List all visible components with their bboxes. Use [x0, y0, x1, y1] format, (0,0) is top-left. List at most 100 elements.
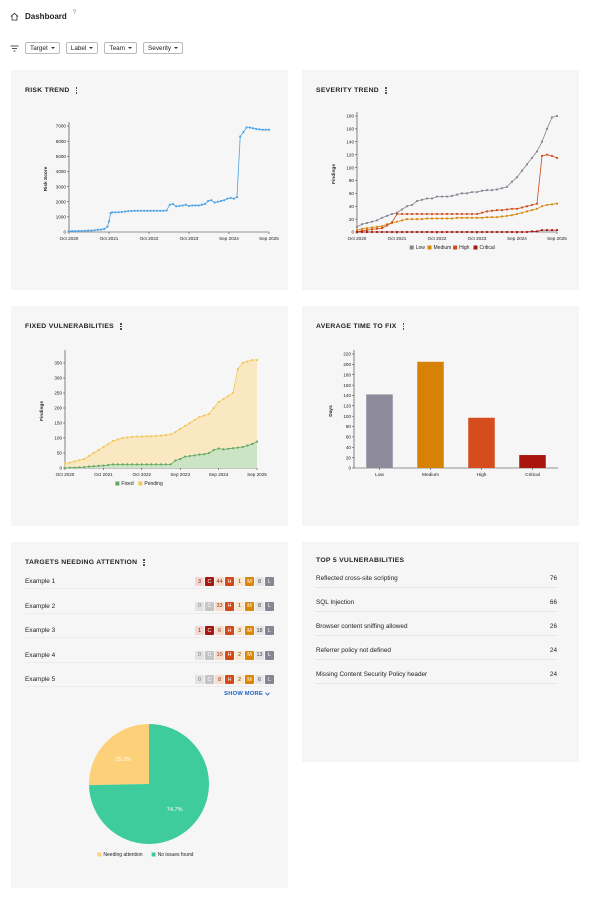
target-name[interactable]: Example 5 [25, 676, 56, 683]
severity-trend-chart: 0 20 40 60 80 100 120 140 160 180 Findings Oct 2020… [331, 112, 567, 251]
severity-series-high-point [450, 212, 454, 216]
severity-series-high-point [510, 207, 514, 210]
vulnerability-name[interactable]: Missing Content Security Policy header [316, 671, 428, 678]
pending-series-point [188, 421, 191, 425]
risk-series-point [200, 203, 203, 206]
pending-series-point [121, 436, 124, 440]
target-name[interactable]: Example 3 [25, 627, 56, 634]
avg-y-tick-label: 200 [343, 362, 351, 367]
risk-series-point [203, 202, 207, 206]
filter-icon[interactable] [10, 45, 19, 52]
risk-series-point [146, 209, 149, 212]
target-filter[interactable]: Target [25, 42, 60, 54]
target-row[interactable]: Example 3 1 C 6 H 3 M 18 L [25, 624, 274, 638]
info-icon[interactable]: ? [72, 10, 77, 16]
more-options-icon[interactable] [120, 323, 122, 330]
target-row[interactable]: Example 2 0 C 33 H 1 M 8 L [25, 600, 274, 614]
severity-series-critical-point [410, 230, 414, 234]
risk-series-point [127, 210, 130, 213]
risk-series-point [171, 202, 175, 206]
filter-bar: Target Label Team Severity [10, 42, 184, 54]
vulnerability-name[interactable]: Referrer policy not defined [316, 647, 391, 654]
risk-series-point [261, 128, 264, 131]
fixed-series-point [116, 463, 119, 466]
chevron-down-icon [89, 47, 94, 49]
vulnerability-row[interactable]: Browser content sniffing allowed 26 [316, 618, 557, 636]
vulnerability-name[interactable]: Browser content sniffing allowed [316, 623, 408, 630]
fixed-series-point [174, 459, 177, 462]
home-icon[interactable] [10, 12, 19, 21]
severity-legend-swatch [473, 245, 478, 250]
severity-y-tick-label: 0 [351, 230, 354, 235]
vulnerability-row[interactable]: Referrer policy not defined 24 [316, 642, 557, 660]
severity-y-tick-label: 120 [346, 152, 354, 157]
risk-series-point [232, 197, 235, 200]
severity-series-medium-point [550, 203, 554, 206]
vulnerability-name[interactable]: SQL Injection [316, 599, 355, 606]
fixed-x-tick-label: Oct 2021 [94, 472, 113, 477]
pending-series-point [78, 459, 81, 462]
team-filter[interactable]: Team [104, 42, 138, 54]
severity-series-high-line [356, 154, 558, 233]
more-options-icon[interactable] [143, 559, 145, 566]
fixed-y-tick-label: 100 [54, 436, 62, 441]
fixed-series-point [246, 444, 249, 447]
risk-series-point [83, 229, 87, 232]
severity-series-medium-point [445, 217, 449, 220]
risk-series-point [155, 209, 159, 212]
risk-series-point [194, 204, 197, 207]
severity-series-high-point [535, 202, 539, 205]
severity-series-critical-point [475, 230, 479, 234]
medium-count: 1 [235, 601, 244, 611]
more-options-icon[interactable] [402, 323, 405, 330]
severity-series-critical-point [405, 230, 409, 234]
pending-series-point [63, 462, 67, 465]
target-name[interactable]: Example 2 [25, 602, 56, 610]
show-more-button[interactable]: SHOW MORE [224, 691, 270, 697]
label-filter[interactable]: Label [65, 42, 99, 54]
target-name[interactable]: Example 4 [25, 651, 56, 659]
vulnerability-count: 26 [549, 623, 557, 630]
average-time-title: AVERAGE TIME TO FIX [316, 323, 405, 330]
risk-series-point [90, 229, 93, 232]
severity-series-high-point [405, 212, 409, 216]
severity-series-low-point [495, 188, 499, 191]
severity-series-high-point [545, 153, 549, 156]
risk-series-point [248, 126, 251, 129]
vulnerability-name[interactable]: Reflected cross-site scripting [316, 575, 398, 582]
severity-series-high-point [500, 208, 504, 212]
risk-x-tick-label: Oct 2021 [100, 236, 119, 241]
medium-count: 1 [235, 577, 244, 586]
risk-series-point [197, 204, 200, 207]
risk-series-point [136, 209, 139, 212]
severity-series-critical-point [355, 230, 359, 234]
target-name[interactable]: Example 1 [25, 578, 56, 585]
target-row[interactable]: Example 4 0 C 10 H 2 M 13 L [25, 649, 274, 663]
avg-x-tick-label: Critical [525, 472, 540, 478]
severity-series-high-point [390, 221, 394, 224]
vulnerability-row[interactable]: Reflected cross-site scripting 76 [316, 570, 557, 588]
avg-y-tick-label: 220 [343, 352, 351, 357]
risk-trend-card: RISK TREND 0 1000 2000 3000 4000 5000 6000 7000… [11, 70, 288, 290]
severity-legend-label: Low [416, 245, 426, 251]
critical-count: 3 [195, 577, 204, 586]
fixed-y-tick-label: 300 [54, 376, 62, 381]
severity-series-high-point [400, 212, 404, 216]
more-options-icon[interactable] [385, 87, 387, 94]
pending-series-point [68, 461, 71, 464]
vulnerability-row[interactable]: Missing Content Security Policy header 24 [316, 666, 557, 684]
severity-series-critical-point [545, 228, 549, 232]
more-options-icon[interactable] [75, 87, 78, 94]
severity-series-high-point [430, 212, 434, 216]
severity-filter[interactable]: Severity [143, 42, 184, 54]
severity-series-low-point [425, 197, 429, 200]
pending-series-point [212, 406, 215, 410]
critical-badge: C [205, 601, 214, 611]
target-row[interactable]: Example 1 3 C 44 H 1 M 8 L [25, 575, 274, 589]
severity-series-medium-point [360, 227, 364, 230]
vulnerability-row[interactable]: SQL Injection 66 [316, 594, 557, 612]
risk-series-point [255, 127, 258, 131]
severity-series-high-point [470, 212, 474, 216]
medium-badge: M [245, 650, 254, 660]
